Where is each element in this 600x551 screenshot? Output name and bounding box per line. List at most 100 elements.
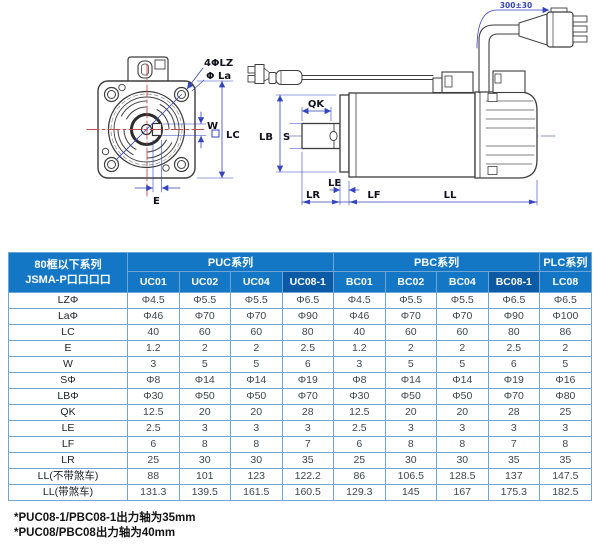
spec-cell: 86	[539, 324, 592, 341]
spec-cell: 3	[333, 356, 386, 373]
spec-cell: 30	[230, 452, 283, 469]
spec-cell: 2.5	[333, 420, 386, 437]
col-header-LC08: LC08	[539, 271, 592, 293]
spec-cell: 7	[487, 436, 541, 453]
spec-cell: 8	[178, 436, 231, 453]
spec-cell: Φ6.5	[281, 292, 335, 309]
spec-cell: 30	[178, 452, 231, 469]
spec-cell: Φ14	[230, 372, 283, 389]
spec-cell: 160.5	[281, 484, 335, 501]
spec-cell: Φ4.5	[333, 292, 386, 309]
spec-cell: 2	[230, 340, 283, 357]
spec-cell: 12.5	[127, 404, 180, 421]
table-row: SΦ Φ8 Φ14 Φ14 Φ19 Φ8 Φ14 Φ14 Φ19 Φ16	[8, 372, 592, 389]
spec-cell: 2	[178, 340, 231, 357]
spec-cell: 12.5	[333, 404, 386, 421]
table-row: LR 25 30 30 35 25 30 30 35 35	[8, 452, 592, 469]
spec-cell: 5	[539, 356, 592, 373]
spec-cell: 35	[487, 452, 541, 469]
col-header-BC04: BC04	[436, 271, 489, 293]
spec-cell: 2.5	[281, 340, 335, 357]
spec-cell: 182.5	[539, 484, 592, 501]
footnote-1: *PUC08-1/PBC08-1出力轴为35mm	[14, 512, 196, 524]
spec-cell: 80	[487, 324, 541, 341]
spec-cell: 161.5	[230, 484, 283, 501]
spec-cell: 137	[487, 468, 541, 485]
spec-cell: 3	[230, 420, 283, 437]
spec-cell: 20	[178, 404, 231, 421]
spec-cell: 3	[178, 420, 231, 437]
spec-cell: Φ5.5	[384, 292, 438, 309]
row-label: LR	[8, 452, 128, 469]
label-flange-thickness: LF	[367, 190, 380, 201]
spec-cell: Φ46	[127, 308, 180, 325]
spec-cell: Φ5.5	[436, 292, 489, 309]
spec-cell: Φ46	[333, 308, 386, 325]
spec-cell: Φ4.5	[127, 292, 180, 309]
row-label: W	[8, 356, 128, 373]
spec-cell: 35	[281, 452, 335, 469]
spec-cell: Φ70	[384, 308, 438, 325]
spec-cell: 129.3	[333, 484, 386, 501]
spec-cell: 6	[487, 356, 541, 373]
spec-cell: 40	[333, 324, 386, 341]
spec-cell: Φ70	[230, 308, 283, 325]
dimension-arrowheads	[302, 199, 537, 205]
row-label: LE	[8, 420, 128, 437]
table-corner-header: 80框以下系列 JSMA-P口口口口	[8, 252, 128, 293]
spec-cell: Φ14	[178, 372, 231, 389]
table-row: LL(不带煞车) 88 101 123 122.2 86 106.5 128.5 137 147.…	[8, 468, 592, 485]
spec-cell: Φ70	[281, 388, 335, 405]
spec-cell: 145	[384, 484, 438, 501]
spec-cell: Φ30	[333, 388, 386, 405]
spec-table-wrap: 80框以下系列 JSMA-P口口口口 PUC系列 PBC系列 PLC系列 UC01 UC02…	[8, 252, 592, 501]
spec-cell: 7	[281, 436, 335, 453]
label-shaft-dia: S	[283, 132, 290, 143]
label-key-width: W	[207, 121, 218, 132]
spec-cell: 28	[281, 404, 335, 421]
spec-cell: 30	[384, 452, 438, 469]
table-row: LBΦ Φ30 Φ50 Φ50 Φ70 Φ30 Φ50 Φ50 Φ70 Φ80	[8, 388, 592, 405]
row-label: SΦ	[8, 372, 128, 389]
spec-cell: 8	[539, 436, 592, 453]
spec-cell: 106.5	[384, 468, 438, 485]
table-row: LE 2.5 3 3 3 2.5 3 3 3 3	[8, 420, 592, 437]
spec-cell: Φ5.5	[178, 292, 231, 309]
footnote-2: *PUC08/PBC08出力轴为40mm	[14, 527, 176, 539]
spec-cell: 2.5	[487, 340, 541, 357]
corner-header-line1: 80框以下系列	[34, 259, 102, 272]
spec-cell: Φ8	[127, 372, 180, 389]
spec-cell: 1.2	[333, 340, 386, 357]
table-row: E 1.2 2 2 2.5 1.2 2 2 2.5 2	[8, 340, 592, 357]
col-header-UC08-1: UC08-1	[281, 271, 335, 293]
spec-cell: 20	[230, 404, 283, 421]
side-view: 300±30 QK S LB LE LR LF LL	[247, 1, 588, 206]
spec-cell: 86	[333, 468, 386, 485]
row-label: LC	[8, 324, 128, 341]
col-header-BC02: BC02	[384, 271, 438, 293]
row-label: LBΦ	[8, 388, 128, 405]
spec-cell: 28	[487, 404, 541, 421]
row-label: LF	[8, 436, 128, 453]
row-label: E	[8, 340, 128, 357]
spec-cell: 25	[333, 452, 386, 469]
spec-cell: 139.5	[178, 484, 231, 501]
spec-cell: 88	[127, 468, 180, 485]
spec-cell: 5	[178, 356, 231, 373]
table-row: LL(带煞车) 131.3 139.5 161.5 160.5 129.3 145 167 17…	[8, 484, 592, 501]
row-label: QK	[8, 404, 128, 421]
spec-cell: Φ70	[487, 388, 541, 405]
spec-cell: Φ50	[436, 388, 489, 405]
spec-cell: 25	[539, 404, 592, 421]
spec-cell: 2.5	[127, 420, 180, 437]
spec-cell: Φ70	[178, 308, 231, 325]
row-label: LZΦ	[8, 292, 128, 309]
spec-cell: Φ50	[230, 388, 283, 405]
table-row: LC 40 60 60 80 40 60 60 80 86	[8, 324, 592, 341]
spec-cell: 35	[539, 452, 592, 469]
spec-cell: 8	[436, 436, 489, 453]
spec-cell: 6	[127, 436, 180, 453]
spec-cell: 3	[487, 420, 541, 437]
